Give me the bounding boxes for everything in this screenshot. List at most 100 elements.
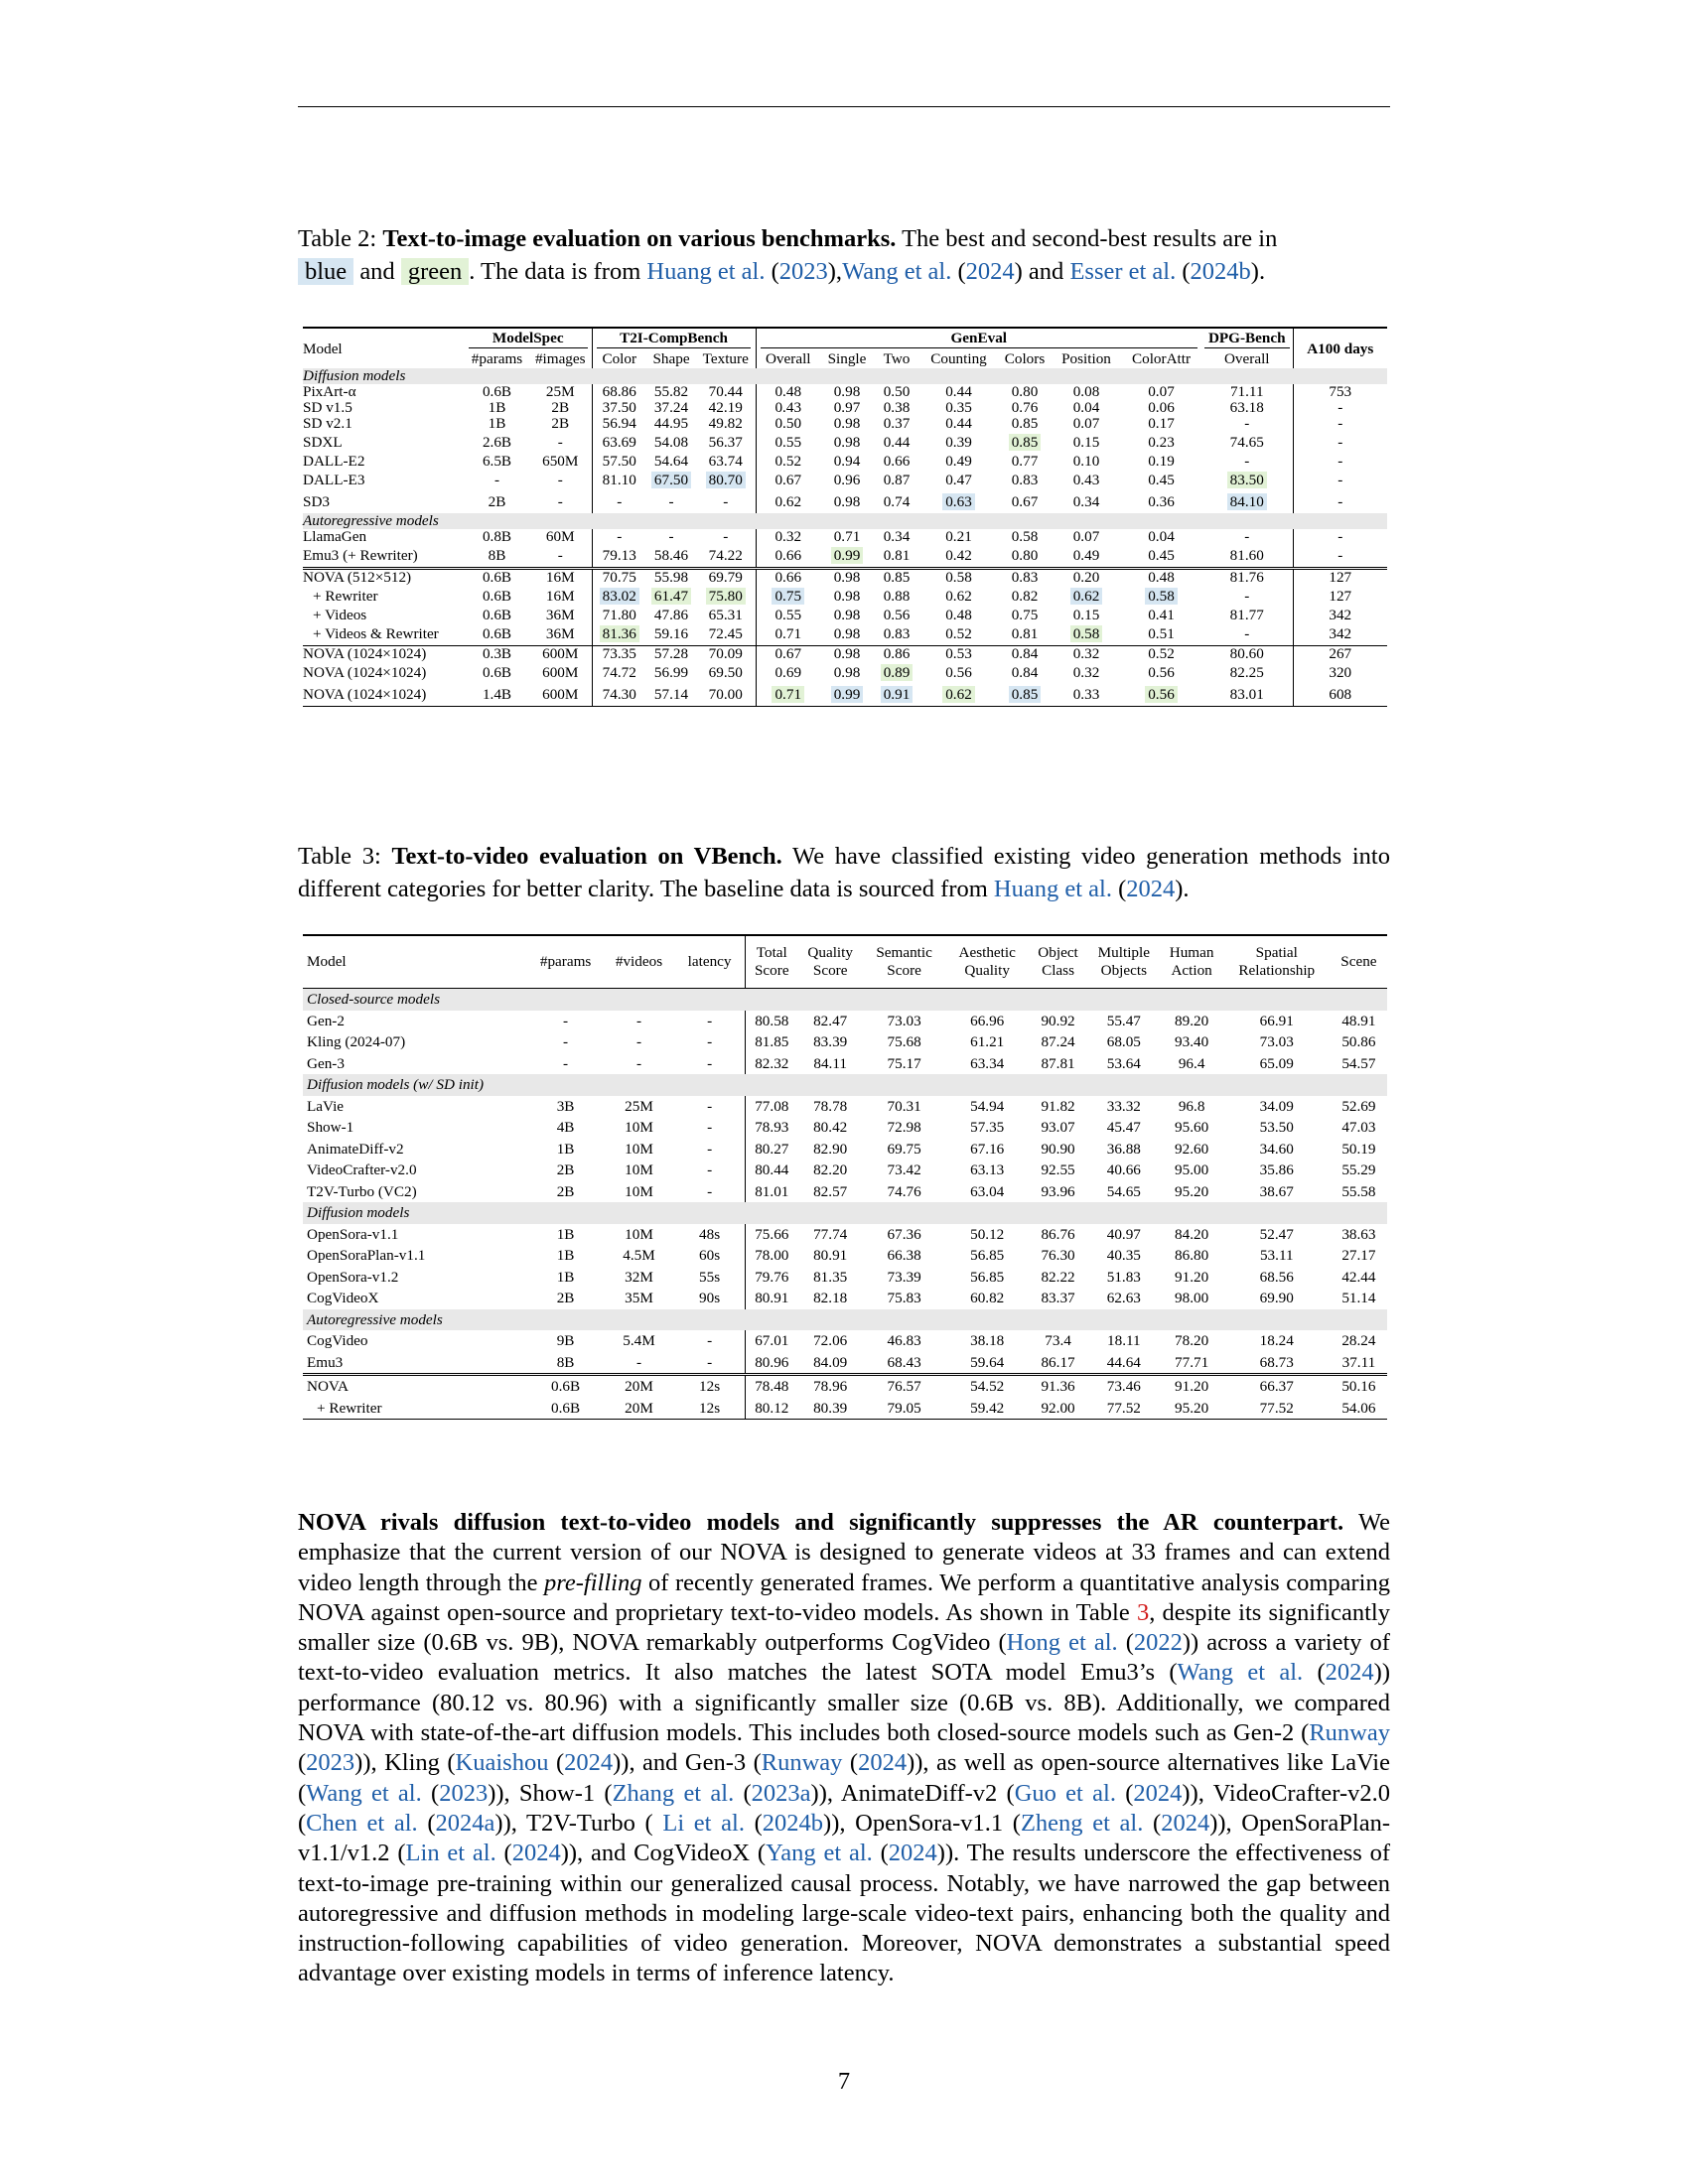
value-cell: - — [707, 1182, 713, 1200]
cell-text: 0.58 — [1011, 528, 1039, 545]
value-cell: 65.09 — [1259, 1054, 1294, 1072]
citation-link[interactable]: Chen et al. — [306, 1809, 418, 1837]
citation-link[interactable]: Runway — [1309, 1719, 1390, 1747]
cell-text: 57.14 — [653, 686, 689, 703]
citation-year-link[interactable]: 2023a — [751, 1779, 811, 1807]
value-cell: 63.74 — [696, 454, 756, 470]
cell-text: 63.18 — [1229, 399, 1264, 416]
citation-year-link[interactable]: 2024 — [858, 1749, 908, 1777]
citation-link[interactable]: Zheng et al. — [1020, 1809, 1144, 1837]
citation-year-link[interactable]: 2024b — [1190, 258, 1251, 285]
second-best-highlight: 83.50 — [1226, 472, 1267, 488]
citation-link[interactable]: Huang et al. — [646, 258, 766, 285]
cell-text: 0.6B — [482, 383, 512, 400]
citation-year-link[interactable]: 2024 — [564, 1749, 614, 1777]
cell-text: 0.07 — [1072, 415, 1100, 432]
citation-year-link[interactable]: 2023 — [439, 1779, 489, 1807]
model-name-cell: OpenSoraPlan-v1.1 — [307, 1247, 426, 1265]
value-cell: 600M — [529, 662, 592, 684]
value-cell: 75.66 — [745, 1223, 798, 1245]
subheader: Overall — [755, 348, 820, 368]
value-cell: 0.97 — [820, 400, 874, 416]
value-cell: 0.88 — [874, 586, 919, 608]
citation-year-link[interactable]: 2024 — [1161, 1809, 1210, 1837]
value-cell: 0.83 — [874, 623, 919, 646]
citation-year-link[interactable]: 2024 — [1325, 1659, 1374, 1687]
value-cell: 0.98 — [820, 662, 874, 684]
citation-year-link[interactable]: 2022 — [1133, 1629, 1183, 1657]
value-cell: 0.32 — [755, 529, 820, 545]
cell-text: 0.83 — [883, 625, 911, 642]
citation-year-link[interactable]: 2024 — [888, 1840, 937, 1867]
citation-year-link[interactable]: 2024 — [1126, 876, 1176, 902]
citation-link[interactable]: Yang et al. — [766, 1840, 873, 1867]
value-cell: 0.58 — [919, 567, 998, 586]
cell-text: 0.45 — [1148, 472, 1175, 488]
citation-link[interactable]: Esser et al. — [1069, 258, 1177, 285]
cell-text: 16M — [545, 569, 575, 586]
value-cell: 81.85 — [745, 1031, 798, 1053]
value-cell: 0.10 — [1052, 454, 1121, 470]
value-cell: 0.52 — [1121, 645, 1201, 662]
table-row: SDXL 2.6B - 63.69 54.08 56.37 0.55 0.98 0.44 0.39… — [303, 432, 1387, 454]
citation-year-link[interactable]: 2024 — [511, 1840, 561, 1867]
citation-link[interactable]: Huang et al. — [993, 876, 1112, 902]
table-row: SD v2.1 1B 2B 56.94 44.95 49.82 0.50 0.98 0.37 0.… — [303, 416, 1387, 432]
citation-link[interactable]: Kuaishou — [455, 1749, 549, 1777]
cell-text: 0.37 — [883, 415, 911, 432]
citation-year-link[interactable]: 2024b — [762, 1809, 824, 1837]
value-cell: - — [707, 1054, 713, 1072]
citation-link[interactable]: Guo et al. — [1014, 1779, 1116, 1807]
value-cell: 0.06 — [1121, 400, 1201, 416]
value-cell: - — [465, 470, 529, 491]
value-cell: 62.63 — [1106, 1290, 1141, 1307]
table-row: + Rewriter 0.6B 20M 12s 80.12 80.39 79.05 59.42… — [303, 1397, 1387, 1420]
value-cell: 55.47 — [1106, 1012, 1141, 1029]
citation-link[interactable]: Hong et al. — [1006, 1629, 1118, 1657]
column-header-text: Scene — [1340, 953, 1377, 970]
value-cell: 92.60 — [1175, 1140, 1209, 1158]
citation-year-link[interactable]: 2024 — [965, 258, 1015, 285]
best-result-highlight: 0.85 — [1008, 686, 1042, 703]
value-cell: 127 — [1292, 586, 1387, 608]
value-cell: 54.65 — [1106, 1182, 1141, 1200]
citation-link[interactable]: Lin et al. — [405, 1840, 496, 1867]
value-cell: 56.37 — [696, 432, 756, 454]
value-cell: 98.00 — [1175, 1290, 1209, 1307]
value-cell: 0.49 — [919, 454, 998, 470]
value-cell: 9B — [556, 1332, 575, 1350]
citation-year-link[interactable]: 2023 — [778, 258, 828, 285]
citation-year-link[interactable]: 2024 — [1133, 1779, 1183, 1807]
value-cell: 42.44 — [1341, 1268, 1376, 1286]
model-name-cell: DALL-E3 — [303, 470, 465, 491]
citation-link[interactable]: Zhang et al. — [612, 1779, 735, 1807]
citation-link[interactable]: Runway — [761, 1749, 843, 1777]
value-cell: 0.07 — [1121, 384, 1201, 400]
value-cell: 0.32 — [1052, 645, 1121, 662]
value-cell: 0.44 — [919, 416, 998, 432]
citation-link[interactable]: Wang et al. — [842, 258, 952, 285]
value-cell: 80.60 — [1201, 645, 1293, 662]
table-row: AnimateDiff-v2 1B 10M - 80.27 82.90 69.75 67.16… — [303, 1138, 1387, 1160]
citation-year-link[interactable]: 2024a — [435, 1809, 495, 1837]
cell-text: 79.13 — [602, 547, 636, 564]
cell-text: - — [617, 528, 623, 545]
value-cell: 36.88 — [1106, 1140, 1141, 1158]
cell-text: 0.96 — [833, 472, 861, 488]
citation-link[interactable]: Li et al. — [662, 1809, 745, 1837]
value-cell: 0.75 — [998, 608, 1052, 623]
table-ref-link[interactable]: 3 — [1136, 1598, 1150, 1626]
cell-text: 56.94 — [602, 415, 636, 432]
cell-text: 57.28 — [653, 645, 689, 662]
section-title: Closed-source models — [303, 988, 1387, 1011]
value-cell: 50.16 — [1330, 1373, 1387, 1398]
value-cell: 0.94 — [820, 454, 874, 470]
cell-text: 0.98 — [833, 383, 861, 400]
citation-link[interactable]: Wang et al. — [306, 1779, 422, 1807]
citation-link[interactable]: Wang et al. — [1177, 1659, 1304, 1687]
paragraph-text: We emphasize that the current version of… — [298, 1509, 1390, 1596]
cell-text: 0.97 — [833, 399, 861, 416]
cell-text: 2B — [488, 493, 506, 510]
citation-year-link[interactable]: 2023 — [306, 1749, 355, 1777]
value-cell: 8B — [556, 1353, 575, 1371]
